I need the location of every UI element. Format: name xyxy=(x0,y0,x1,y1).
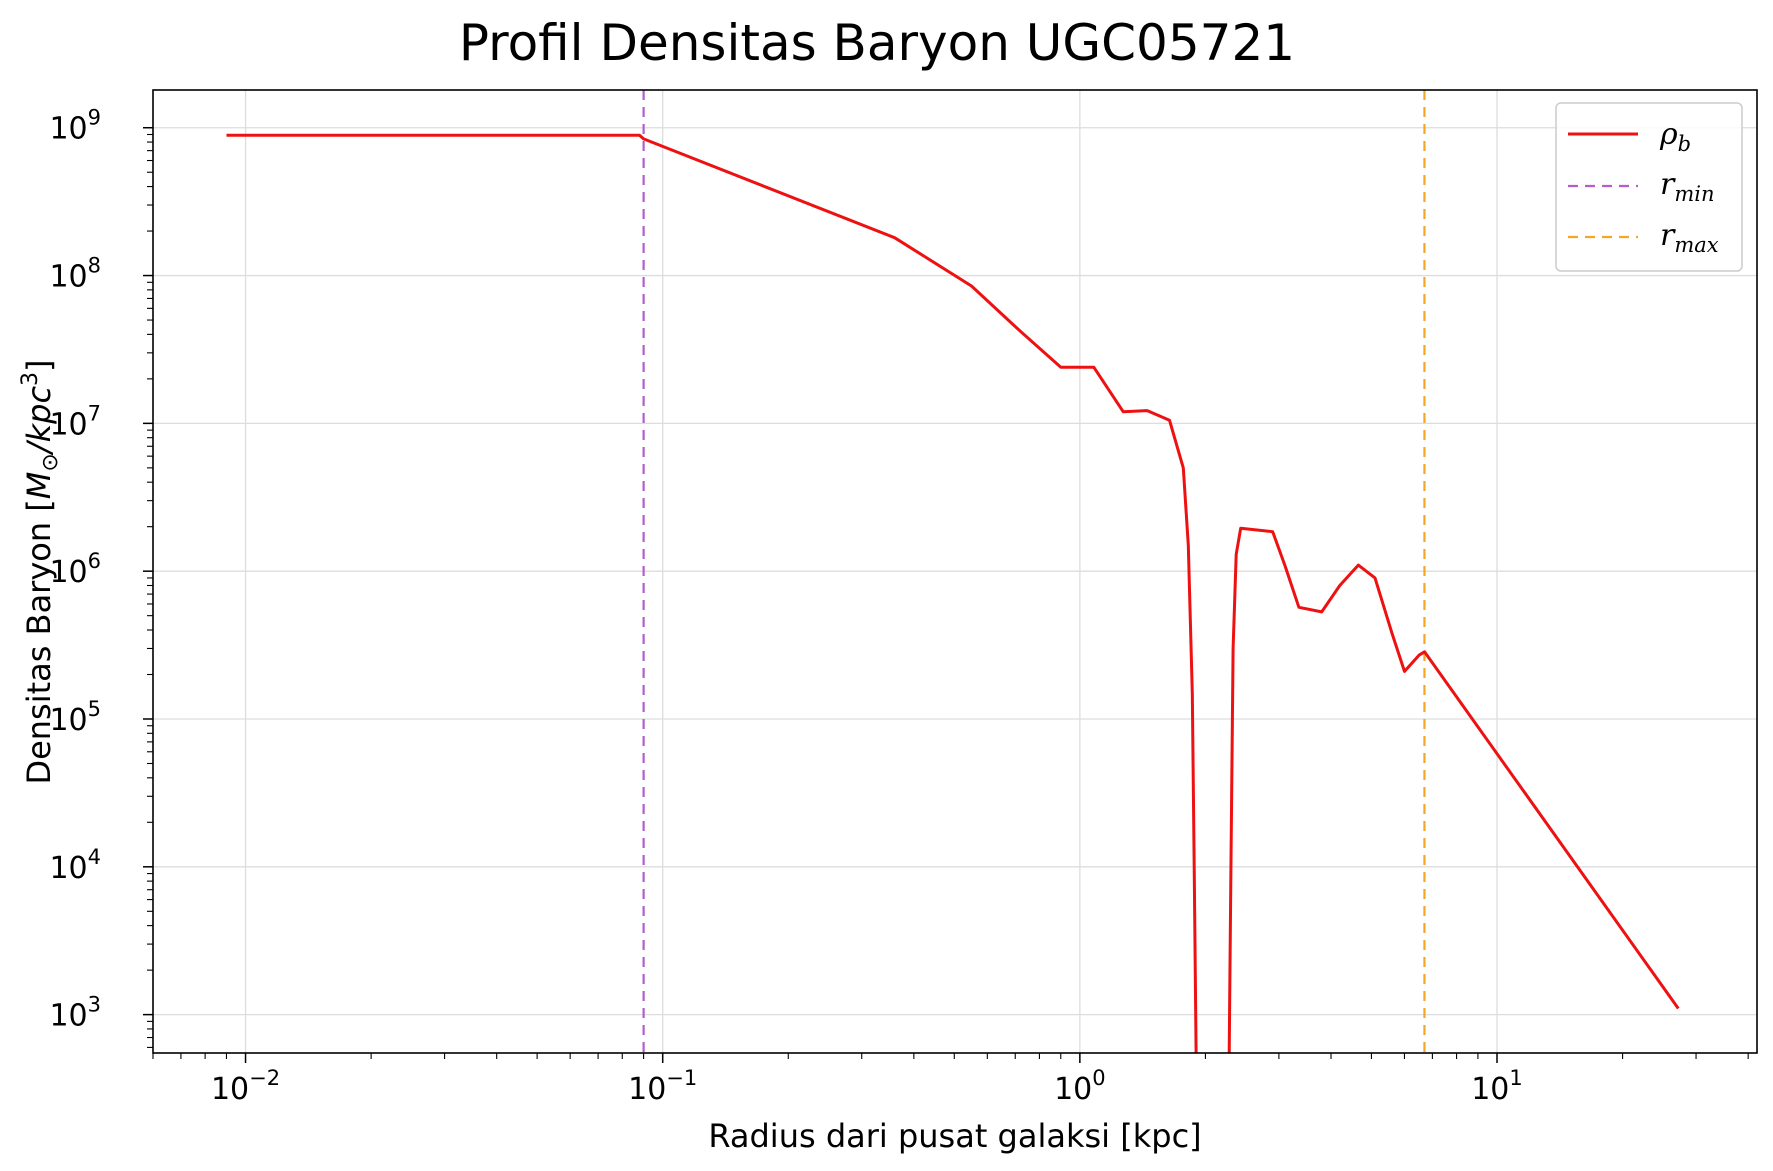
y-axis-label-unit-m: M xyxy=(20,472,58,500)
y-tick-label: 106 xyxy=(49,549,101,590)
y-axis-label-close: ] xyxy=(20,359,58,371)
chart-title: Profil Densitas Baryon UGC05721 xyxy=(459,14,1295,72)
y-axis-label-unit-rest: /kpc xyxy=(20,386,58,457)
legend-label-r-max: rmax xyxy=(1660,218,1719,257)
x-tick-label: 10−2 xyxy=(211,1066,280,1107)
legend-box xyxy=(1555,102,1743,272)
y-axis-label-unit-sup: 3 xyxy=(18,372,43,386)
y-tick-label: 107 xyxy=(49,401,101,442)
ticks xyxy=(143,126,1749,1063)
y-tick-label: 104 xyxy=(49,845,101,886)
series-rho-b-segment-0 xyxy=(226,133,1198,1054)
y-tick-label: 105 xyxy=(49,697,101,738)
y-axis-label-unit-sub: ⊙ xyxy=(38,453,63,471)
y-tick-label: 103 xyxy=(49,993,101,1034)
y-tick-labels: 103 104 105 106 107 108 109 xyxy=(49,106,101,1034)
x-tick-label: 10−1 xyxy=(628,1066,697,1107)
legend: ρb rmin rmax xyxy=(1555,102,1743,272)
x-tick-labels: 10−2 10−1 100 101 xyxy=(211,1066,1523,1107)
grid xyxy=(153,90,1757,1053)
series-rho-b-segment-1 xyxy=(1227,526,1680,1054)
y-axis-label-text: Densitas Baryon [ xyxy=(20,499,58,784)
y-axis-label: Densitas Baryon [M⊙/kpc3] xyxy=(18,359,63,784)
y-tick-label: 108 xyxy=(49,254,101,295)
legend-label-r-min: rmin xyxy=(1660,167,1715,206)
x-axis-label: Radius dari pusat galaksi [kpc] xyxy=(708,1117,1201,1155)
series-layer xyxy=(226,90,1680,1054)
x-tick-label: 100 xyxy=(1054,1066,1106,1107)
y-tick-label: 109 xyxy=(49,106,101,147)
x-tick-label: 101 xyxy=(1471,1066,1523,1107)
legend-label-rho-b: ρb xyxy=(1659,117,1691,156)
